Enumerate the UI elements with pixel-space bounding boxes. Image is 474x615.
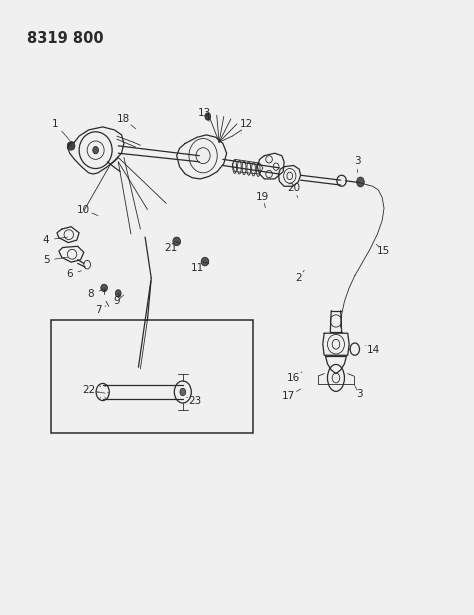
- Text: 23: 23: [188, 395, 201, 405]
- Text: 5: 5: [43, 255, 49, 265]
- Text: 6: 6: [66, 269, 73, 279]
- Text: 8: 8: [88, 289, 94, 299]
- Text: 19: 19: [256, 192, 270, 202]
- Ellipse shape: [67, 141, 75, 150]
- Text: 17: 17: [282, 391, 295, 401]
- Text: 11: 11: [191, 263, 203, 272]
- Text: 22: 22: [82, 385, 95, 395]
- Ellipse shape: [201, 257, 209, 266]
- Ellipse shape: [180, 388, 186, 395]
- Text: 20: 20: [287, 183, 300, 193]
- Ellipse shape: [101, 284, 108, 292]
- Text: 13: 13: [197, 108, 210, 118]
- Text: 3: 3: [356, 389, 363, 399]
- Text: 10: 10: [77, 205, 91, 215]
- Text: 4: 4: [43, 235, 49, 245]
- Text: 18: 18: [117, 114, 130, 124]
- Text: 8319 800: 8319 800: [27, 31, 104, 46]
- Text: 12: 12: [240, 119, 253, 129]
- Text: 21: 21: [164, 242, 178, 253]
- Ellipse shape: [173, 237, 181, 245]
- Ellipse shape: [357, 177, 364, 187]
- Bar: [51, 320, 254, 433]
- Text: 15: 15: [376, 245, 390, 256]
- Ellipse shape: [116, 290, 121, 297]
- Text: 2: 2: [295, 273, 301, 283]
- Text: 16: 16: [287, 373, 300, 383]
- Text: 1: 1: [52, 119, 59, 129]
- Text: 7: 7: [95, 305, 101, 315]
- Text: 14: 14: [367, 346, 380, 355]
- Text: 3: 3: [354, 156, 360, 165]
- Ellipse shape: [93, 146, 99, 154]
- Text: 9: 9: [114, 296, 120, 306]
- Ellipse shape: [205, 113, 210, 120]
